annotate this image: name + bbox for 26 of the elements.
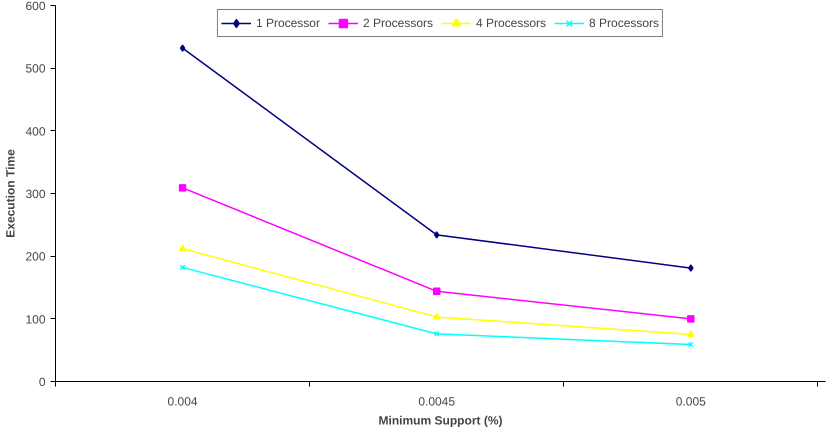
point (180, 44, 186, 52)
y-tick-label: 500 (25, 62, 46, 76)
legend-label: 1 Processor (256, 16, 320, 30)
y-axis-title: Execution Time (3, 148, 18, 238)
point (688, 264, 694, 272)
point (432, 288, 440, 296)
x-tick-label: 0.005 (676, 394, 706, 408)
y-tick-label: 200 (25, 250, 46, 264)
point (178, 244, 186, 252)
y-tick-label: 100 (25, 312, 46, 326)
point (434, 331, 440, 337)
x-axis-title: Minimum Support (%) (378, 414, 502, 428)
y-tick-label: 400 (25, 124, 46, 138)
y-tick-label: 300 (25, 187, 46, 201)
point (432, 312, 440, 320)
point (687, 330, 695, 337)
point (178, 184, 186, 192)
point (434, 231, 440, 239)
y-tick-label: 600 (25, 0, 46, 13)
point (687, 315, 695, 323)
y-tick-label: 0 (38, 375, 46, 389)
legend-label: 8 Processors (589, 16, 660, 30)
x-tick-label: 0.004 (168, 394, 198, 408)
legend-label: 2 Processors (362, 16, 433, 30)
legend-label: 4 Processors (476, 16, 546, 30)
x-tick-label: 0.0045 (418, 394, 456, 408)
